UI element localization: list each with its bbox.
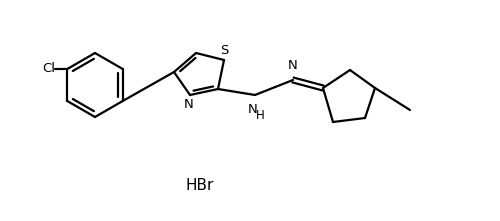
- Text: N: N: [288, 59, 298, 72]
- Text: S: S: [220, 44, 228, 57]
- Text: N: N: [248, 103, 258, 116]
- Text: HBr: HBr: [186, 177, 214, 192]
- Text: H: H: [256, 109, 264, 122]
- Text: Cl: Cl: [42, 63, 56, 76]
- Text: N: N: [184, 97, 194, 110]
